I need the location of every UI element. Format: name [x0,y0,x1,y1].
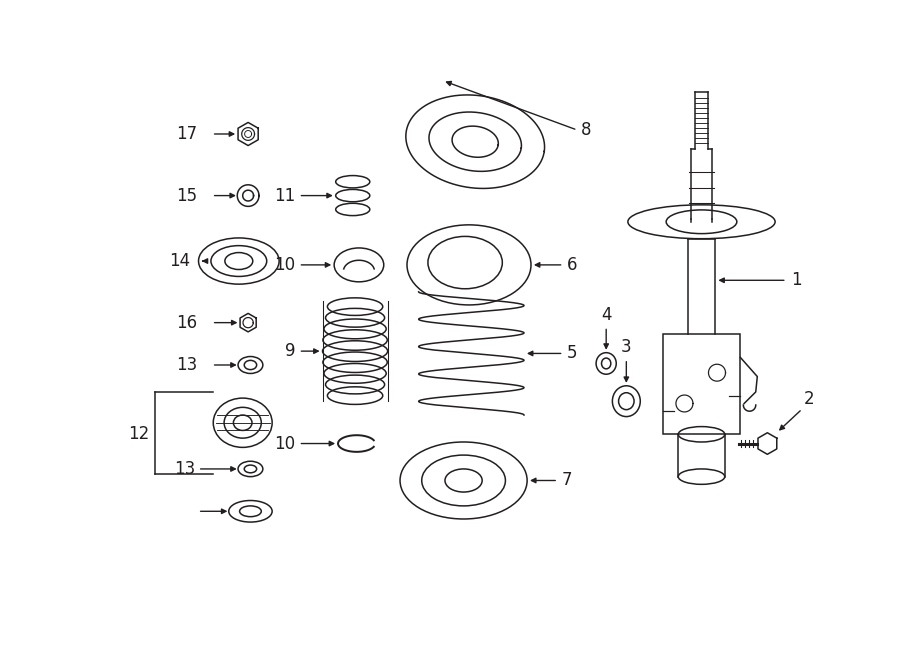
Text: 3: 3 [621,338,632,356]
Text: 6: 6 [567,256,577,274]
Text: 16: 16 [176,313,198,332]
Text: 4: 4 [601,306,611,324]
Text: 8: 8 [580,121,591,139]
Text: 10: 10 [274,434,295,453]
Text: 2: 2 [804,390,814,408]
Text: 14: 14 [169,252,190,270]
Text: 15: 15 [176,186,198,205]
Text: 17: 17 [176,125,198,143]
Text: 12: 12 [129,425,149,444]
Text: 5: 5 [567,344,577,362]
Text: 9: 9 [285,342,295,360]
Text: 13: 13 [175,460,195,478]
Text: 13: 13 [176,356,198,374]
Text: 7: 7 [562,471,572,490]
Text: 10: 10 [274,256,295,274]
Text: 11: 11 [274,186,295,205]
Text: 1: 1 [791,271,802,290]
